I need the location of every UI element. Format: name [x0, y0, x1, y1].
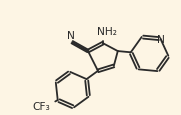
Text: N: N: [67, 31, 75, 41]
Text: CF₃: CF₃: [33, 102, 50, 111]
Text: N: N: [157, 34, 164, 44]
Text: NH₂: NH₂: [97, 27, 117, 37]
